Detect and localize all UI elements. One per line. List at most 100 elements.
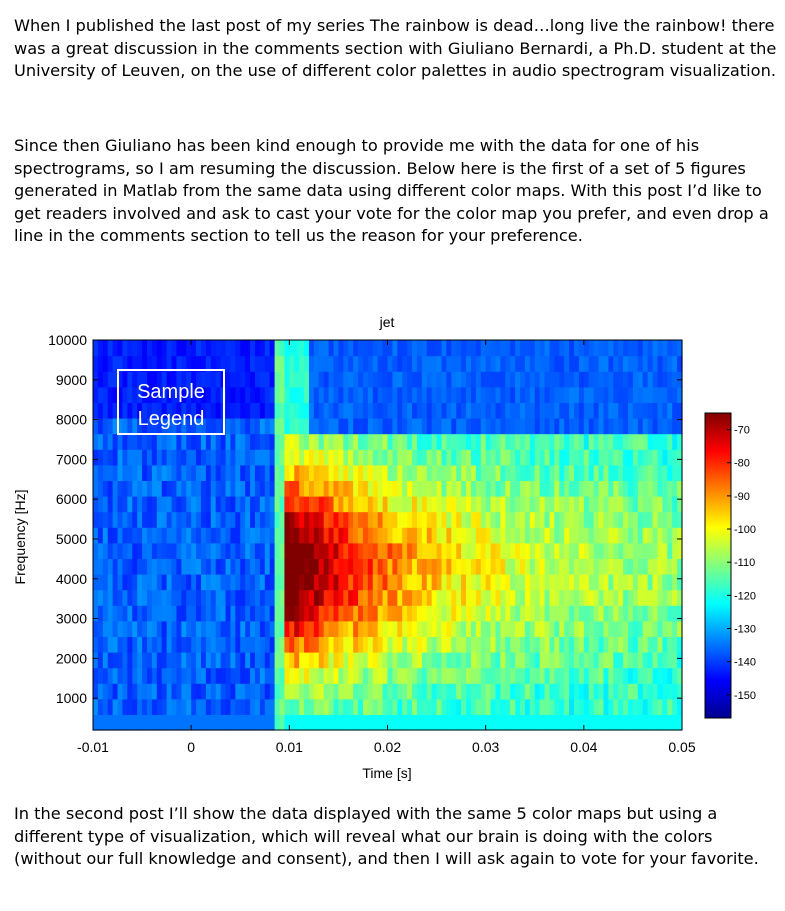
heatmap-cell <box>397 511 403 528</box>
heatmap-cell <box>534 683 541 700</box>
heatmap-cell <box>446 558 452 575</box>
heatmap-cell <box>205 605 212 622</box>
heatmap-cell <box>402 683 408 700</box>
heatmap-cell <box>569 386 575 403</box>
heatmap-cell <box>117 340 124 357</box>
heatmap-cell <box>254 574 261 591</box>
heatmap-cell <box>554 340 560 357</box>
heatmap-cell <box>456 449 462 466</box>
heatmap-cell <box>274 636 281 653</box>
heatmap-cell <box>146 636 153 653</box>
heatmap-cell <box>269 386 276 403</box>
heatmap-cell <box>358 496 364 513</box>
heatmap-cell <box>323 355 330 372</box>
heatmap-cell <box>289 558 295 575</box>
heatmap-cell <box>348 620 354 637</box>
heatmap-cell <box>122 620 128 637</box>
heatmap-cell <box>485 527 492 544</box>
heatmap-cell <box>515 527 521 544</box>
heatmap-cell <box>289 496 295 513</box>
heatmap-cell <box>539 636 546 653</box>
heatmap-cell <box>112 449 119 466</box>
heatmap-cell <box>264 714 271 731</box>
heatmap-cell <box>505 605 511 622</box>
heatmap-cell <box>220 433 227 450</box>
heatmap-cell <box>289 480 295 497</box>
heatmap-cell <box>524 527 531 544</box>
closing-paragraph: In the second post I’ll show the data di… <box>14 804 759 868</box>
heatmap-cell <box>539 449 546 466</box>
heatmap-cell <box>93 402 99 419</box>
heatmap-cell <box>515 449 521 466</box>
heatmap-cell <box>93 355 99 372</box>
heatmap-cell <box>151 386 158 403</box>
heatmap-cell <box>362 449 369 466</box>
heatmap-cell <box>446 714 452 731</box>
heatmap-cell <box>191 449 197 466</box>
heatmap-cell <box>637 386 644 403</box>
heatmap-cell <box>318 636 325 653</box>
heatmap-cell <box>377 589 384 606</box>
heatmap-cell <box>529 464 536 481</box>
heatmap-cell <box>549 496 555 513</box>
heatmap-cell <box>652 714 659 731</box>
heatmap-cell <box>235 589 241 606</box>
heatmap-cell <box>245 527 251 544</box>
heatmap-cell <box>112 355 119 372</box>
heatmap-cell <box>529 496 536 513</box>
heatmap-cell <box>353 652 359 669</box>
heatmap-cell <box>372 683 379 700</box>
heatmap-cell <box>367 371 374 388</box>
chart-title: jet <box>379 314 395 330</box>
heatmap-cell <box>93 449 99 466</box>
heatmap-cell <box>250 605 256 622</box>
heatmap-cell <box>407 714 413 731</box>
heatmap-cell <box>348 589 354 606</box>
heatmap-cell <box>569 371 575 388</box>
heatmap-cell <box>186 589 192 606</box>
heatmap-cell <box>220 527 227 544</box>
heatmap-cell <box>362 683 369 700</box>
heatmap-cell <box>549 683 555 700</box>
heatmap-cell <box>618 418 624 435</box>
heatmap-cell <box>161 636 168 653</box>
heatmap-cell <box>628 433 634 450</box>
heatmap-cell <box>186 652 192 669</box>
heatmap-cell <box>475 386 482 403</box>
heatmap-cell <box>200 433 207 450</box>
heatmap-cell <box>544 574 551 591</box>
heatmap-cell <box>156 464 163 481</box>
heatmap-cell <box>362 574 369 591</box>
heatmap-cell <box>358 652 364 669</box>
heatmap-cell <box>672 698 678 715</box>
heatmap-cell <box>156 636 163 653</box>
heatmap-cell <box>313 527 320 544</box>
heatmap-cell <box>475 558 482 575</box>
heatmap-cell <box>672 667 678 684</box>
heatmap-cell <box>515 464 521 481</box>
heatmap-cell <box>446 496 452 513</box>
heatmap-cell <box>623 340 629 357</box>
heatmap-cell <box>490 558 497 575</box>
heatmap-cell <box>274 464 281 481</box>
heatmap-cell <box>284 652 290 669</box>
heatmap-cell <box>107 527 114 544</box>
heatmap-cell <box>456 496 462 513</box>
heatmap-cell <box>107 636 114 653</box>
heatmap-cell <box>485 449 492 466</box>
heatmap-cell <box>574 496 580 513</box>
heatmap-cell <box>318 340 325 357</box>
heatmap-cell <box>353 542 359 559</box>
heatmap-cell <box>520 433 526 450</box>
heatmap-cell <box>598 480 605 497</box>
heatmap-cell <box>142 480 148 497</box>
heatmap-cell <box>220 511 227 528</box>
heatmap-cell <box>505 340 511 357</box>
heatmap-cell <box>431 480 438 497</box>
heatmap-cell <box>416 371 423 388</box>
heatmap-cell <box>628 698 634 715</box>
heatmap-cell <box>598 667 605 684</box>
heatmap-cell <box>205 620 212 637</box>
heatmap-cell <box>534 574 541 591</box>
heatmap-cell <box>574 418 580 435</box>
